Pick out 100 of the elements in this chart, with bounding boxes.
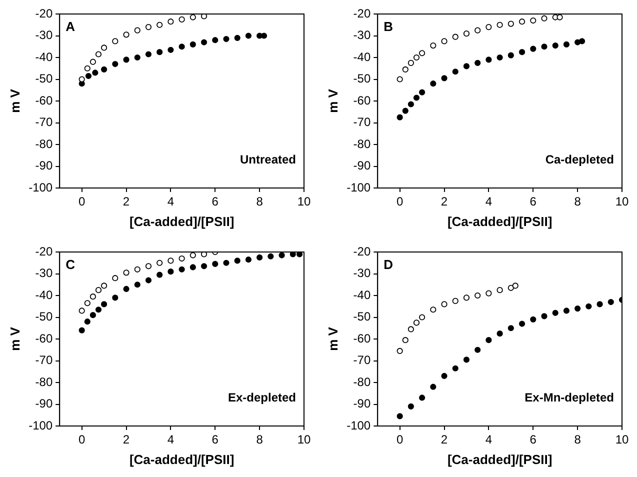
point bbox=[512, 282, 518, 289]
point bbox=[178, 16, 185, 22]
point bbox=[90, 58, 96, 65]
y-tick-label: -20 bbox=[353, 6, 371, 20]
point bbox=[200, 252, 208, 258]
x-tick-label: 8 bbox=[256, 194, 264, 209]
y-tick-label: -40 bbox=[35, 288, 53, 302]
y-tick-label: -100 bbox=[28, 180, 53, 194]
point bbox=[123, 270, 130, 276]
y-tick-label: -50 bbox=[353, 310, 371, 324]
y-tick-label: -30 bbox=[35, 266, 53, 280]
x-tick-label: 0 bbox=[78, 194, 86, 209]
point bbox=[85, 72, 92, 80]
y-tick-label: -40 bbox=[35, 50, 53, 64]
point bbox=[441, 301, 448, 308]
point bbox=[92, 70, 98, 76]
point bbox=[518, 320, 526, 327]
y-axis-title: m V bbox=[325, 88, 340, 113]
point bbox=[95, 306, 102, 313]
point bbox=[541, 44, 548, 50]
point bbox=[112, 38, 118, 44]
y-tick-label: -30 bbox=[353, 266, 371, 280]
x-tick-label: 8 bbox=[574, 194, 582, 209]
annotation: D bbox=[384, 257, 394, 272]
point bbox=[84, 65, 90, 72]
y-tick-label: -60 bbox=[353, 331, 371, 346]
point bbox=[508, 20, 514, 27]
point bbox=[156, 49, 163, 56]
point bbox=[278, 252, 285, 258]
annotation: Untreated bbox=[240, 152, 296, 166]
point bbox=[245, 256, 252, 263]
point bbox=[190, 41, 196, 48]
y-tick-label: -90 bbox=[353, 158, 371, 173]
y-tick-label: -100 bbox=[346, 418, 371, 432]
annotation: Ex-depleted bbox=[228, 390, 296, 404]
point bbox=[268, 253, 274, 260]
x-axis-title: [Ca-added]/[PSII] bbox=[129, 452, 234, 467]
x-axis-title: [Ca-added]/[PSII] bbox=[447, 214, 552, 229]
y-tick-label: -40 bbox=[353, 288, 371, 302]
point bbox=[452, 365, 458, 372]
point bbox=[452, 298, 458, 304]
point bbox=[123, 32, 130, 38]
point bbox=[563, 41, 570, 48]
point bbox=[608, 298, 614, 306]
point bbox=[234, 258, 240, 264]
y-tick-label: -30 bbox=[35, 28, 53, 42]
point bbox=[112, 60, 118, 68]
point bbox=[156, 272, 163, 278]
point bbox=[101, 66, 108, 73]
y-tick-label: -100 bbox=[28, 418, 53, 432]
point bbox=[474, 346, 481, 353]
y-tick-label: -90 bbox=[35, 158, 53, 173]
point bbox=[430, 306, 436, 313]
point bbox=[508, 52, 514, 58]
point bbox=[223, 36, 230, 42]
point bbox=[200, 39, 208, 46]
point bbox=[101, 282, 108, 289]
point bbox=[413, 320, 420, 326]
y-tick-label: -90 bbox=[353, 396, 371, 411]
point bbox=[256, 254, 263, 260]
x-tick-label: 0 bbox=[396, 432, 404, 447]
point bbox=[168, 46, 174, 53]
x-tick-label: 6 bbox=[212, 194, 219, 209]
annotation: Ca-depleted bbox=[545, 152, 614, 166]
point bbox=[496, 54, 503, 61]
point bbox=[430, 42, 436, 49]
x-tick-label: 10 bbox=[615, 432, 629, 447]
point bbox=[145, 263, 152, 270]
y-tick-label: -60 bbox=[35, 93, 53, 108]
x-tick-label: 10 bbox=[297, 432, 311, 447]
y-tick-label: -20 bbox=[35, 6, 53, 20]
point bbox=[178, 266, 185, 272]
point bbox=[168, 268, 174, 275]
point bbox=[586, 303, 592, 310]
x-tick-label: 0 bbox=[396, 194, 404, 209]
point bbox=[441, 38, 448, 44]
point bbox=[430, 80, 436, 87]
y-tick-label: -80 bbox=[353, 136, 371, 151]
point bbox=[84, 300, 90, 306]
point bbox=[396, 76, 403, 82]
x-tick-label: 4 bbox=[485, 194, 492, 209]
point bbox=[486, 24, 492, 30]
point bbox=[112, 294, 118, 301]
y-tick-label: -50 bbox=[35, 310, 53, 324]
point bbox=[78, 308, 85, 314]
point bbox=[413, 54, 420, 61]
y-tick-label: -20 bbox=[35, 244, 53, 258]
y-axis-title: m V bbox=[325, 326, 340, 351]
annotation: B bbox=[384, 19, 394, 34]
point bbox=[134, 54, 140, 61]
point bbox=[419, 89, 426, 96]
point bbox=[452, 68, 458, 75]
y-tick-label: -80 bbox=[35, 374, 53, 389]
point bbox=[245, 32, 252, 39]
y-axis-title: m V bbox=[7, 88, 22, 113]
point bbox=[530, 17, 536, 24]
point bbox=[441, 372, 448, 380]
point bbox=[145, 51, 152, 58]
y-tick-label: -70 bbox=[353, 353, 371, 368]
y-tick-label: -60 bbox=[353, 93, 371, 108]
